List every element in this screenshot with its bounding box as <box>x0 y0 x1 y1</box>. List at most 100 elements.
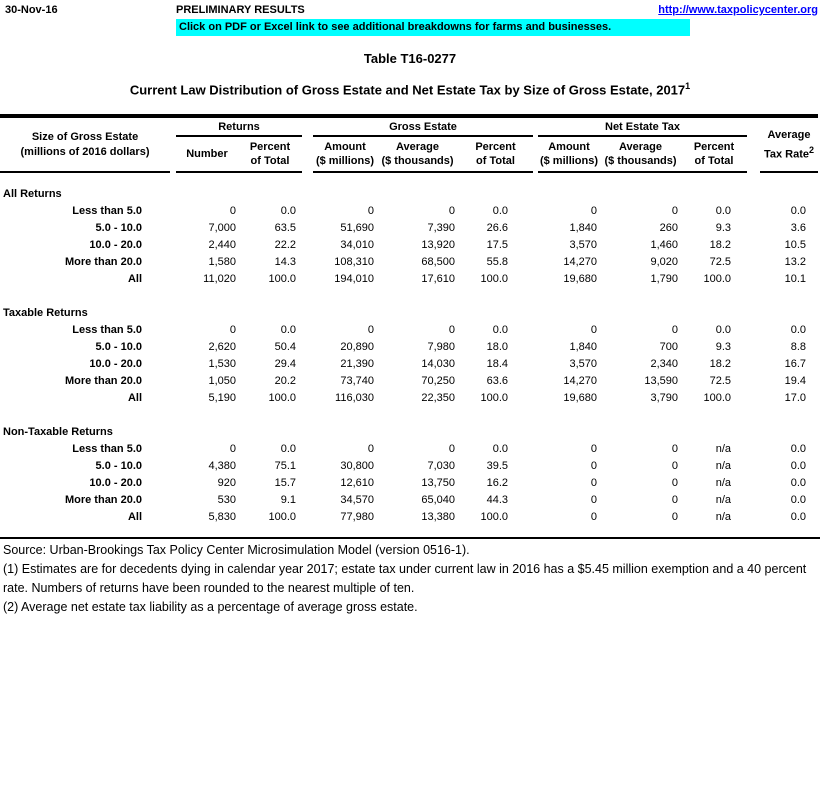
cell-pctge: 0.0 <box>492 443 508 456</box>
cell-pctnet: 100.0 <box>703 273 731 286</box>
cell-amt1: 77,980 <box>340 511 374 524</box>
cell-pctnet: 9.3 <box>715 341 731 354</box>
cell-num: 4,380 <box>208 460 236 473</box>
cell-avg2: 9,020 <box>650 256 678 269</box>
cell-avg1: 13,750 <box>421 477 455 490</box>
cell-amt2: 19,680 <box>563 392 597 405</box>
cell-pct1: 9.1 <box>280 494 296 507</box>
cell-pct1: 15.7 <box>274 477 296 490</box>
cell-pct1: 75.1 <box>274 460 296 473</box>
row-label: 10.0 - 20.0 <box>89 358 142 371</box>
cell-amt1: 12,610 <box>340 477 374 490</box>
column-gap <box>747 458 760 475</box>
table-row: Less than 5.0 0 0.0 0 0 0.0 0 0 0.0 0.0 <box>0 203 818 220</box>
cell-pct1: 0.0 <box>280 443 296 456</box>
column-gap <box>747 322 760 339</box>
cell-avg1: 14,030 <box>421 358 455 371</box>
cell-pct1: 0.0 <box>280 205 296 218</box>
rate-header-line2: Tax Rate2 <box>760 143 818 163</box>
cell-avg1: 0 <box>448 205 455 218</box>
footer-rule <box>0 537 820 540</box>
cell-pctge: 18.0 <box>486 341 508 354</box>
column-gap <box>302 373 313 390</box>
col-header-net-percent: Percent of Total <box>681 136 747 174</box>
cell-amt1: 194,010 <box>334 273 374 286</box>
cell-amt2: 0 <box>590 205 597 218</box>
cell-avg2: 13,590 <box>644 375 678 388</box>
cell-num: 0 <box>229 324 236 337</box>
cell-avg2: 0 <box>671 477 678 490</box>
column-gap <box>747 237 760 254</box>
row-label: More than 20.0 <box>64 494 142 507</box>
column-gap <box>302 339 313 356</box>
column-gap <box>302 322 313 339</box>
column-gap <box>747 373 760 390</box>
cell-avg1: 0 <box>448 324 455 337</box>
cell-pct1: 63.5 <box>274 222 296 235</box>
cell-avg1: 7,030 <box>427 460 455 473</box>
cell-amt2: 14,270 <box>563 375 597 388</box>
row-label: 5.0 - 10.0 <box>95 460 142 473</box>
table-title-text: Current Law Distribution of Gross Estate… <box>129 82 686 98</box>
cell-pctnet: 18.2 <box>709 239 731 252</box>
column-gap <box>302 203 313 220</box>
column-gap <box>747 203 760 220</box>
table-row: 10.0 - 20.0 2,440 22.2 34,010 13,920 17.5 3,57… <box>0 237 818 254</box>
cell-rate: 0.0 <box>790 477 806 490</box>
row-label: Less than 5.0 <box>72 443 142 456</box>
cell-amt1: 0 <box>367 205 374 218</box>
footnote-2: (2) Average net estate tax liability as … <box>3 600 418 615</box>
cell-avg1: 70,250 <box>421 375 455 388</box>
cell-avg2: 260 <box>659 222 678 235</box>
column-gap <box>302 458 313 475</box>
cell-pctge: 100.0 <box>480 273 508 286</box>
source-note: Source: Urban-Brookings Tax Policy Cente… <box>3 543 470 558</box>
cell-amt2: 0 <box>590 477 597 490</box>
cell-rate: 10.5 <box>784 239 806 252</box>
taxpolicycenter-link[interactable]: http://www.taxpolicycenter.org <box>658 4 818 16</box>
cell-avg2: 0 <box>671 324 678 337</box>
column-gap <box>747 118 760 172</box>
cell-pct1: 29.4 <box>274 358 296 371</box>
cell-avg2: 1,790 <box>650 273 678 286</box>
column-gap <box>747 339 760 356</box>
group-header-returns: Returns <box>176 118 302 138</box>
col-header-net-average: Average ($ thousands) <box>600 136 681 174</box>
cell-avg1: 65,040 <box>421 494 455 507</box>
cell-pctnet: 18.2 <box>709 358 731 371</box>
table-row: More than 20.0 530 9.1 34,570 65,040 44.3 0 0 n/… <box>0 492 818 509</box>
cell-amt2: 1,840 <box>569 341 597 354</box>
cell-num: 1,530 <box>208 358 236 371</box>
cell-amt1: 73,740 <box>340 375 374 388</box>
cell-avg1: 7,390 <box>427 222 455 235</box>
cell-pct1: 50.4 <box>274 341 296 354</box>
table-row: All 5,190 100.0 116,030 22,350 100.0 19,680 3,7… <box>0 390 818 407</box>
cell-pctnet: 0.0 <box>715 205 731 218</box>
column-gap <box>302 271 313 288</box>
cell-amt2: 0 <box>590 443 597 456</box>
row-header-line2: (millions of 2016 dollars) <box>20 145 150 158</box>
cell-pct1: 100.0 <box>268 511 296 524</box>
column-gap <box>302 475 313 492</box>
column-gap <box>747 254 760 271</box>
group-header-gross-estate: Gross Estate <box>313 118 533 138</box>
cell-pctnet: n/a <box>715 477 731 490</box>
table-top-double-rule <box>0 114 818 119</box>
cell-amt1: 0 <box>367 324 374 337</box>
column-gap <box>747 441 760 458</box>
cell-amt2: 19,680 <box>563 273 597 286</box>
section-header-row: All Returns <box>0 186 818 203</box>
cell-rate: 0.0 <box>790 443 806 456</box>
section-header-row: Taxable Returns <box>0 305 818 322</box>
section-header-row: Non-Taxable Returns <box>0 424 818 441</box>
cell-pctnet: n/a <box>715 494 731 507</box>
row-label: 5.0 - 10.0 <box>95 222 142 235</box>
cell-rate: 0.0 <box>790 205 806 218</box>
row-header-size-of-gross-estate: Size of Gross Estate (millions of 2016 d… <box>0 118 170 174</box>
cell-avg1: 17,610 <box>421 273 455 286</box>
section-label: Taxable Returns <box>3 307 88 320</box>
cell-avg2: 1,460 <box>650 239 678 252</box>
rate-header-text: Tax Rate <box>763 148 810 161</box>
column-gap <box>747 492 760 509</box>
cell-pctge: 63.6 <box>486 375 508 388</box>
